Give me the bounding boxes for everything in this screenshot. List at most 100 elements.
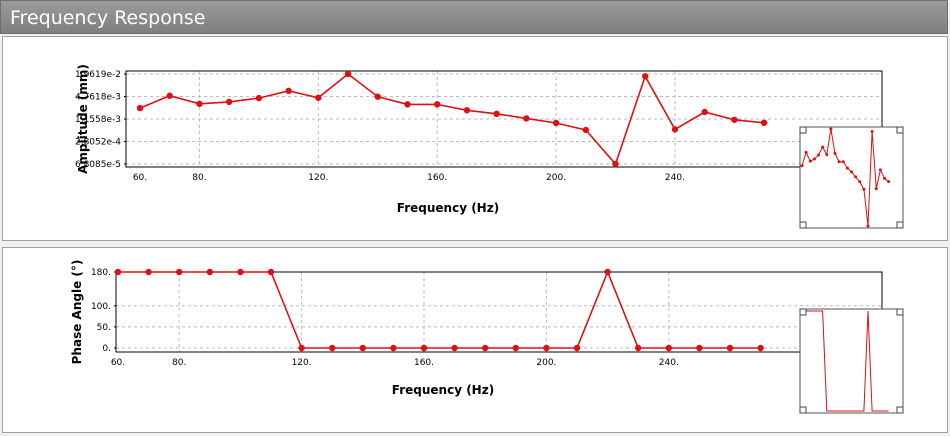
- x-axis-label: Frequency (Hz): [392, 383, 494, 397]
- data-point: [237, 268, 244, 276]
- phase-chart: 60. 80. 120. 160. 200. 240. 180. 100. 50. 0. Frequ…: [70, 260, 904, 414]
- x-tick-label: 160.: [427, 173, 447, 183]
- data-point: [225, 98, 233, 106]
- amplitude-chart: 60. 80. 120. 160. 200. 240. 1.9619e-2 4.7618e-3…: [75, 64, 904, 229]
- y-tick-label: 50.: [97, 323, 111, 333]
- data-point: [757, 344, 764, 352]
- resize-handle[interactable]: [799, 308, 807, 316]
- data-point: [760, 119, 768, 126]
- data-point: [176, 268, 183, 276]
- resize-handle[interactable]: [896, 308, 904, 316]
- data-point: [701, 108, 708, 116]
- overview-point: [850, 170, 853, 174]
- overview-point: [812, 157, 816, 161]
- data-point: [573, 344, 581, 352]
- x-tick-label: 200.: [546, 173, 566, 183]
- overview-thumbnail[interactable]: [799, 308, 904, 414]
- data-point: [329, 344, 336, 352]
- x-tick-label: 160.: [414, 358, 434, 368]
- y-axis-label: Amplitude (mm): [76, 64, 90, 174]
- phase-panel: 60. 80. 120. 160. 200. 240. 180. 100. 50. 0. Frequ…: [2, 247, 948, 433]
- data-point: [523, 115, 530, 122]
- y-tick-label: 0.: [102, 344, 111, 354]
- panel-title-bar: Frequency Response: [0, 0, 948, 34]
- x-tick-label: 200.: [536, 358, 556, 368]
- overview-point: [800, 164, 804, 168]
- x-tick-label: 120.: [292, 358, 312, 368]
- data-point: [434, 101, 441, 108]
- y-tick-label: 1.1558e-3: [75, 115, 121, 125]
- data-point: [196, 100, 203, 108]
- data-point: [665, 344, 672, 352]
- data-point: [114, 268, 122, 276]
- data-point: [136, 104, 144, 112]
- overview-point: [845, 166, 849, 170]
- data-point: [404, 101, 411, 108]
- data-point: [493, 110, 500, 118]
- overview-point: [817, 153, 820, 157]
- data-point: [390, 344, 397, 352]
- overview-point: [837, 160, 841, 164]
- data-point: [482, 344, 489, 352]
- overview-point: [825, 153, 829, 157]
- data-point: [642, 73, 649, 80]
- overview-point: [841, 160, 845, 164]
- overview-point: [878, 168, 882, 172]
- overview-point: [883, 176, 886, 180]
- data-point: [285, 87, 292, 95]
- y-axis-label: Phase Angle (°): [70, 260, 84, 365]
- data-point: [552, 119, 560, 127]
- data-point: [315, 94, 322, 101]
- data-point: [420, 344, 428, 352]
- data-point: [604, 268, 611, 276]
- plot-area: [116, 272, 882, 352]
- data-point: [267, 268, 275, 276]
- overview-thumbnail[interactable]: [799, 126, 904, 229]
- data-point: [612, 160, 619, 168]
- data-point: [696, 344, 703, 352]
- data-point: [635, 344, 642, 352]
- data-point: [359, 344, 366, 352]
- y-tick-label: 2.8052e-4: [75, 137, 121, 147]
- data-point: [145, 268, 152, 276]
- y-tick-label: 6.8085e-5: [75, 160, 121, 170]
- data-point: [512, 344, 519, 352]
- resize-handle[interactable]: [799, 406, 807, 414]
- data-point: [726, 344, 734, 352]
- data-point: [451, 344, 458, 352]
- series-line: [139, 72, 765, 166]
- series-line: [118, 269, 761, 349]
- overview-point: [854, 175, 858, 179]
- data-point: [463, 107, 471, 114]
- x-tick-label: 60.: [111, 358, 125, 368]
- data-point: [344, 70, 352, 78]
- resize-handle[interactable]: [896, 221, 904, 229]
- y-tick-label: 180.: [91, 268, 111, 278]
- overview-line: [802, 310, 889, 412]
- x-tick-label: 240.: [659, 358, 679, 368]
- overview-line: [801, 128, 889, 227]
- data-point: [298, 344, 305, 352]
- data-point: [671, 126, 679, 133]
- x-axis-label: Frequency (Hz): [397, 201, 499, 215]
- y-tick-label: 100.: [91, 302, 111, 312]
- x-tick-label: 120.: [308, 173, 328, 183]
- data-point: [206, 268, 213, 276]
- resize-handle[interactable]: [799, 126, 807, 134]
- x-tick-label: 240.: [665, 173, 685, 183]
- overview-point: [874, 187, 878, 191]
- y-tick-label: 4.7618e-3: [75, 92, 121, 102]
- overview-point: [866, 224, 870, 228]
- x-tick-label: 80.: [172, 358, 186, 368]
- x-tick-label: 80.: [192, 173, 206, 183]
- data-point: [166, 92, 173, 99]
- overview-point: [870, 129, 874, 133]
- x-tick-label: 60.: [133, 173, 147, 183]
- resize-handle[interactable]: [799, 221, 807, 229]
- resize-handle[interactable]: [896, 126, 904, 134]
- data-point: [731, 116, 738, 123]
- resize-handle[interactable]: [896, 406, 904, 414]
- data-point: [582, 126, 589, 134]
- overview-point: [833, 151, 837, 155]
- panel-title: Frequency Response: [10, 7, 206, 29]
